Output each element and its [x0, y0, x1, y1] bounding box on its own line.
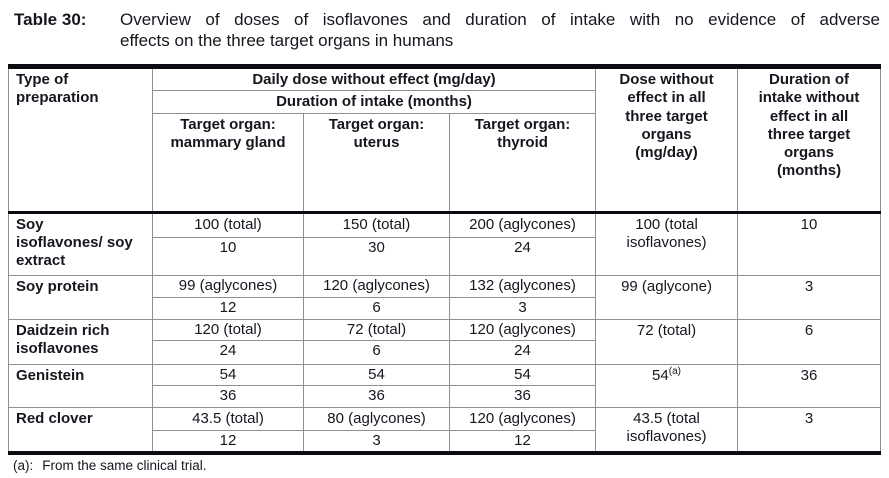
thyroid-dose-cell: 120 (aglycones) [448, 318, 597, 341]
all-organs-duration-cell: 3 [737, 274, 882, 320]
mammary-duration-cell: 10 [152, 236, 304, 276]
table-footnote: (a): From the same clinical trial. [8, 455, 880, 473]
thyroid-dose-cell: 120 (aglycones) [448, 407, 597, 432]
footnote-text: From the same clinical trial. [42, 458, 207, 474]
mammary-dose-cell: 54 [152, 363, 304, 387]
uterus-duration-cell: 36 [303, 385, 450, 409]
header-duration-group: Duration of intake (months) [151, 90, 597, 114]
header-organ-mammary: Target organ: mammary gland [152, 112, 304, 214]
mammary-duration-cell: 24 [152, 339, 304, 365]
uterus-dose-cell: 120 (aglycones) [303, 274, 450, 298]
table-row: Daidzein rich isoflavones 120 (total) 72… [8, 318, 882, 365]
uterus-duration-cell: 6 [303, 339, 450, 365]
header-type-of-preparation: Type of preparation [8, 66, 153, 214]
thyroid-duration-cell: 24 [448, 236, 597, 276]
preparation-cell: Soy isoflavones/ soy extract [8, 211, 153, 276]
thyroid-duration-cell: 3 [448, 296, 597, 320]
thyroid-dose-cell: 200 (aglycones) [448, 211, 597, 238]
footnote-label: (a): [13, 458, 34, 474]
table-caption: Table 30: Overview of doses of isoflavon… [8, 9, 880, 51]
all-organs-duration-cell: 6 [737, 318, 882, 365]
uterus-duration-cell: 30 [303, 236, 450, 276]
table-row: 12 3 12 [9, 430, 881, 454]
mammary-duration-cell: 12 [152, 296, 304, 320]
thyroid-duration-cell: 12 [448, 430, 597, 454]
preparation-cell: Soy protein [8, 274, 153, 320]
thyroid-dose-cell: 132 (aglycones) [448, 274, 597, 298]
all-organs-dose-value: 100 (total isoflavones) [626, 215, 707, 251]
uterus-dose-cell: 54 [303, 363, 450, 387]
header-row-1: Type of preparation Daily dose without e… [8, 65, 882, 214]
table-row: 10 30 24 [9, 236, 881, 276]
mammary-duration-cell: 12 [152, 430, 304, 454]
thyroid-duration-cell: 24 [448, 339, 597, 365]
mammary-dose-cell: 43.5 (total) [152, 407, 304, 432]
preparation-cell: Daidzein rich isoflavones [8, 318, 153, 365]
header-row-2: Duration of intake (months) [9, 90, 881, 114]
all-organs-duration-cell: 36 [737, 363, 882, 409]
all-organs-dose-cell: 99 (aglycone) [595, 274, 739, 320]
header-organ-uterus: Target organ: uterus [303, 112, 450, 214]
all-organs-dose-cell: 100 (total isoflavones) [595, 211, 739, 276]
preparation-cell: Genistein [8, 363, 153, 409]
all-organs-dose-value: 54 [652, 366, 669, 384]
table-caption-line-1: Overview of doses of isoflavones and dur… [120, 10, 880, 29]
isoflavone-doses-table: Type of preparation Daily dose without e… [8, 64, 882, 456]
table-caption-label: Table 30: [14, 10, 87, 29]
table-caption-text: Overview of doses of isoflavones and dur… [120, 9, 880, 51]
all-organs-dose-cell: 54(a) [595, 363, 739, 409]
all-organs-dose-value: 72 (total) [636, 321, 697, 339]
table-header: Type of preparation Daily dose without e… [8, 65, 882, 214]
all-organs-dose-value: 43.5 (total isoflavones) [626, 410, 707, 446]
mammary-duration-cell: 36 [152, 385, 304, 409]
uterus-duration-cell: 6 [303, 296, 450, 320]
table-caption-line-2: effects on the three target organs in hu… [120, 31, 454, 50]
all-organs-dose-cell: 43.5 (total isoflavones) [595, 407, 739, 454]
table-row: 24 6 24 [9, 339, 881, 365]
all-organs-dose-value: 99 (aglycone) [621, 277, 712, 295]
header-row-3: Target organ: mammary gland Target organ… [9, 112, 881, 214]
table-row: Genistein 54 54 54 54(a) 36 [8, 363, 882, 409]
uterus-dose-cell: 150 (total) [303, 211, 450, 238]
preparation-cell: Red clover [8, 407, 153, 454]
mammary-dose-cell: 120 (total) [152, 318, 304, 341]
header-all-organs-duration: Duration of intake without effect in all… [737, 66, 882, 214]
uterus-dose-cell: 72 (total) [303, 318, 450, 341]
table-row: Soy isoflavones/ soy extract 100 (total)… [8, 211, 882, 276]
table-row: 12 6 3 [9, 296, 881, 320]
uterus-dose-cell: 80 (aglycones) [303, 407, 450, 432]
table-body: Soy isoflavones/ soy extract 100 (total)… [8, 211, 882, 454]
thyroid-dose-cell: 54 [448, 363, 597, 387]
mammary-dose-cell: 99 (aglycones) [152, 274, 304, 298]
thyroid-duration-cell: 36 [448, 385, 597, 409]
table-row: Red clover 43.5 (total) 80 (aglycones) 1… [8, 407, 882, 454]
uterus-duration-cell: 3 [303, 430, 450, 454]
table-row: Soy protein 99 (aglycones) 120 (aglycone… [8, 274, 882, 320]
all-organs-duration-cell: 10 [737, 211, 882, 276]
header-daily-dose-group: Daily dose without effect (mg/day) [151, 65, 597, 92]
footnote-marker: (a) [668, 365, 681, 377]
mammary-dose-cell: 100 (total) [152, 211, 304, 238]
header-organ-thyroid: Target organ: thyroid [448, 112, 597, 214]
all-organs-duration-cell: 3 [737, 407, 882, 454]
header-all-organs-dose: Dose without effect in all three target … [595, 66, 739, 214]
all-organs-dose-cell: 72 (total) [595, 318, 739, 365]
